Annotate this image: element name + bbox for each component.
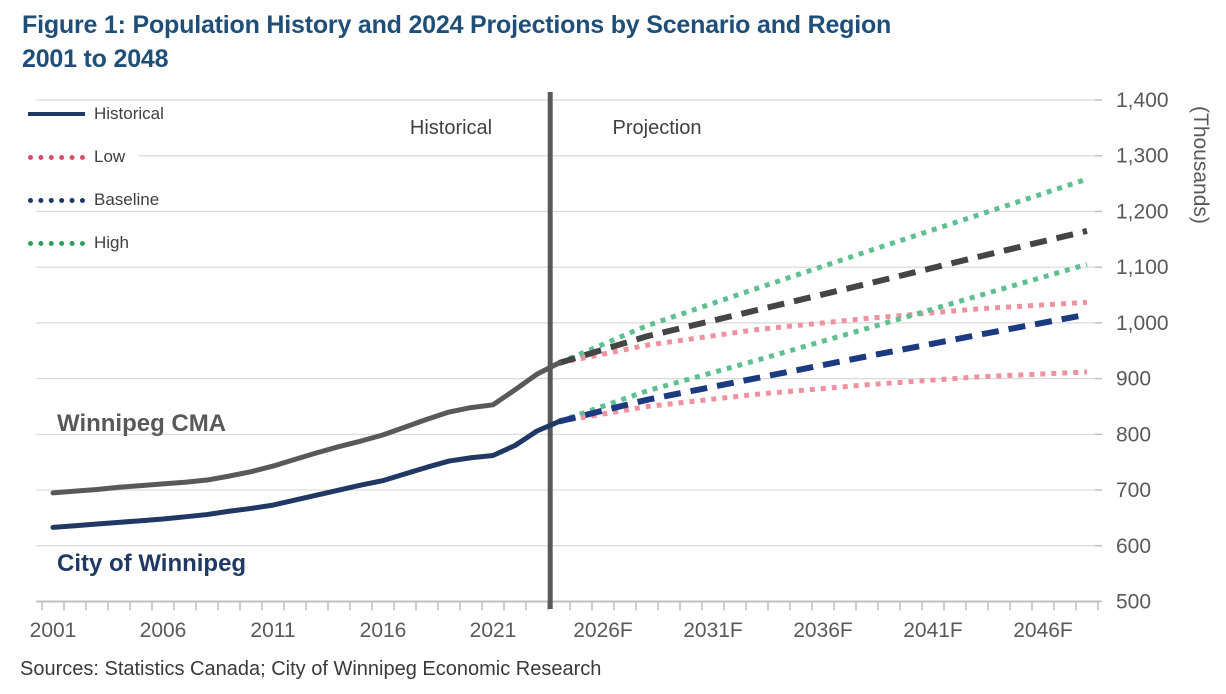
series-cma-high: [558, 176, 1088, 366]
y-axis-tick-label: 500: [1116, 591, 1151, 614]
x-axis-tick-label: 2021: [470, 619, 517, 642]
figure-title: Figure 1: Population History and 2024 Pr…: [22, 8, 891, 76]
x-axis-tick-label: 2036F: [793, 619, 853, 642]
x-axis-tick-label: 2006: [140, 619, 187, 642]
period-label-projection: Projection: [612, 117, 702, 139]
y-axis-tick-label: 1,400: [1116, 89, 1169, 112]
region-label-city-of-winnipeg: City of Winnipeg: [57, 550, 247, 577]
y-axis-tick-label: 900: [1116, 368, 1151, 391]
y-axis-tick-label: 800: [1116, 423, 1151, 446]
region-label-winnipeg-cma: Winnipeg CMA: [57, 410, 227, 437]
source-note: Sources: Statistics Canada; City of Winn…: [20, 658, 602, 680]
x-axis-tick-label: 2011: [250, 619, 295, 642]
y-axis-tick-label: 1,200: [1116, 200, 1169, 223]
y-axis-tick-label: 1,300: [1116, 145, 1169, 168]
legend-swatch-historical: [28, 112, 85, 116]
x-axis-tick-label: 2041F: [903, 619, 963, 642]
legend: Historical Low Baseline High: [28, 104, 178, 276]
series-cma-historical: [50, 360, 562, 496]
series-city-high: [558, 261, 1088, 424]
legend-swatch-high: [28, 240, 85, 246]
x-axis-tick-label: 2046F: [1013, 619, 1073, 642]
series-city-low: [558, 369, 1088, 424]
series-cma-low: [558, 299, 1088, 366]
x-axis-tick-label: 2031F: [683, 619, 743, 642]
legend-label-baseline: Baseline: [94, 190, 160, 209]
x-axis-tick-label: 2001: [30, 619, 77, 642]
x-axis-tick-label: 2016: [360, 619, 407, 642]
legend-swatch-baseline: [28, 197, 85, 203]
figure-title-line2: 2001 to 2048: [22, 45, 169, 73]
figure-title-line1: Figure 1: Population History and 2024 Pr…: [22, 11, 892, 39]
y-axis-tick-label: 1,000: [1116, 312, 1169, 335]
y-axis-tick-label: 600: [1116, 535, 1151, 558]
legend-swatch-low: [28, 154, 85, 160]
y-axis-tick-label: 700: [1116, 479, 1151, 502]
legend-item-baseline: Baseline: [28, 190, 174, 210]
period-label-historical: Historical: [409, 117, 493, 139]
legend-item-high: High: [28, 233, 143, 253]
legend-label-low: Low: [94, 147, 126, 166]
x-axis-tick-label: 2026F: [573, 619, 633, 642]
series-city-baseline: [558, 311, 1088, 425]
legend-label-historical: Historical: [94, 104, 164, 123]
legend-item-low: Low: [28, 147, 140, 167]
y-axis-title: (Thousands): [1189, 106, 1212, 224]
series-city-historical: [50, 419, 562, 530]
legend-item-historical: Historical: [28, 104, 178, 124]
y-axis-tick-label: 1,100: [1116, 256, 1169, 279]
legend-label-high: High: [94, 233, 129, 252]
